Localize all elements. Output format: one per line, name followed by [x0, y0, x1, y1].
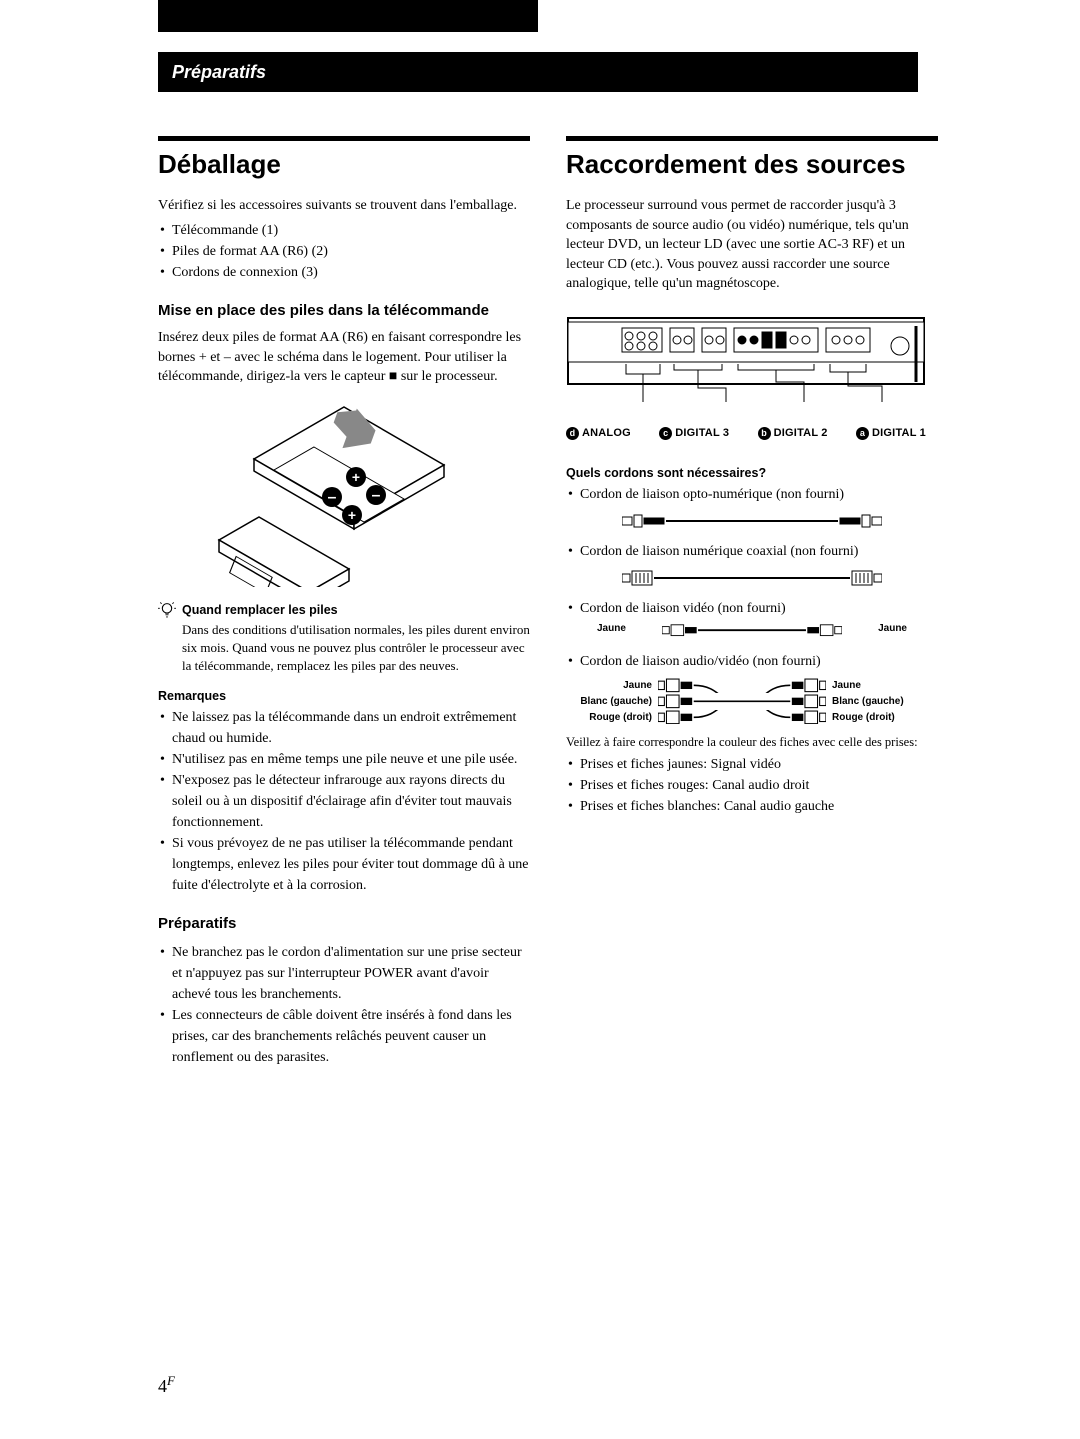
intro-text-right: Le processeur surround vous permet de ra…	[566, 196, 938, 294]
cable-list: Cordon de liaison vidéo (non fourni)	[566, 598, 938, 619]
svg-text:–: –	[372, 487, 381, 504]
list-item: Prises et fiches blanches: Canal audio g…	[580, 796, 938, 817]
cable-list: Cordon de liaison numérique coaxial (non…	[566, 541, 938, 562]
cable-item: Cordon de liaison opto-numérique (non fo…	[580, 484, 938, 505]
cable-item: Cordon de liaison numérique coaxial (non…	[580, 541, 938, 562]
av-row: Blanc (gauche) Blanc (gauche)	[566, 694, 926, 709]
av-row: Rouge (droit) Rouge (droit)	[566, 710, 926, 725]
cable-item: Cordon de liaison vidéo (non fourni)	[580, 598, 938, 619]
remote-illustration: + – – +	[204, 397, 484, 587]
rca-plug-icon	[658, 710, 826, 725]
batteries-text: Insérez deux piles de format AA (R6) en …	[158, 328, 530, 387]
color-label-right: Jaune	[878, 623, 907, 637]
remarks-title: Remarques	[158, 689, 530, 703]
list-item: Les connecteurs de câble doivent être in…	[172, 1005, 530, 1068]
subheading-batteries: Mise en place des piles dans la télécomm…	[158, 301, 530, 321]
port-letter-icon: d	[566, 427, 579, 440]
list-item: Ne branchez pas le cordon d'alimentation…	[172, 942, 530, 1005]
port-letter-icon: b	[758, 427, 771, 440]
av-label-left: Rouge (droit)	[566, 712, 658, 723]
list-item: Si vous prévoyez de ne pas utiliser la t…	[172, 833, 530, 896]
port-labels-row: dANALOG cDIGITAL 3 bDIGITAL 2 aDIGITAL 1	[566, 427, 926, 440]
list-item: N'utilisez pas en même temps une pile ne…	[172, 749, 530, 770]
port-label: dANALOG	[566, 427, 631, 440]
right-column: Raccordement des sources Le processeur s…	[566, 136, 938, 1086]
list-item: Ne laissez pas la télécommande dans un e…	[172, 707, 530, 749]
cable-list: Cordon de liaison audio/vidéo (non fourn…	[566, 651, 938, 672]
video-cable-labels: Jaune Jaune	[597, 623, 907, 637]
optical-cable-icon	[622, 511, 882, 531]
av-cable-diagram: Jaune Jaune Blanc (gauche) Blanc (gauche…	[566, 678, 938, 724]
tip-title: Quand remplacer les piles	[182, 603, 338, 617]
cable-list: Cordon de liaison opto-numérique (non fo…	[566, 484, 938, 505]
color-label-left: Jaune	[597, 623, 626, 637]
av-label-right: Jaune	[826, 680, 926, 691]
cords-question: Quels cordons sont nécessaires?	[566, 466, 938, 480]
page-body: Déballage Vérifiez si les accessoires su…	[158, 136, 938, 1086]
port-label: aDIGITAL 1	[856, 427, 926, 440]
coax-cable-icon	[622, 568, 882, 588]
av-label-right: Rouge (droit)	[826, 712, 926, 723]
lightbulb-icon	[158, 602, 176, 620]
list-item: Télécommande (1)	[172, 220, 530, 241]
heading-raccordement: Raccordement des sources	[566, 149, 938, 180]
av-label-left: Blanc (gauche)	[566, 696, 658, 707]
svg-text:–: –	[328, 489, 337, 506]
color-match-list: Prises et fiches jaunes: Signal vidéo Pr…	[566, 754, 938, 817]
port-letter-icon: a	[856, 427, 869, 440]
port-letter-icon: c	[659, 427, 672, 440]
av-row: Jaune Jaune	[566, 678, 926, 693]
list-item: Piles de format AA (R6) (2)	[172, 241, 530, 262]
color-match-intro: Veillez à faire correspondre la couleur …	[566, 734, 938, 752]
list-item: N'exposez pas le détecteur infrarouge au…	[172, 770, 530, 833]
section-rule	[566, 136, 938, 141]
video-cable-icon	[662, 623, 842, 637]
package-list: Télécommande (1) Piles de format AA (R6)…	[158, 220, 530, 283]
tip-heading-row: Quand remplacer les piles	[158, 603, 530, 621]
list-item: Prises et fiches rouges: Canal audio dro…	[580, 775, 938, 796]
port-label: bDIGITAL 2	[758, 427, 828, 440]
cable-item: Cordon de liaison audio/vidéo (non fourn…	[580, 651, 938, 672]
section-header-label: Préparatifs	[172, 62, 266, 83]
av-label-left: Jaune	[566, 680, 658, 691]
page-number: 4F	[158, 1373, 175, 1397]
svg-text:+: +	[348, 507, 356, 523]
left-column: Déballage Vérifiez si les accessoires su…	[158, 136, 530, 1086]
tip-text: Dans des conditions d'utilisation normal…	[158, 621, 530, 676]
section-header-bar: Préparatifs	[158, 52, 918, 92]
rear-panel-illustration	[566, 316, 926, 416]
av-label-right: Blanc (gauche)	[826, 696, 926, 707]
list-item: Cordons de connexion (3)	[172, 262, 530, 283]
subheading-preparatifs: Préparatifs	[158, 914, 530, 934]
top-black-tab	[158, 0, 538, 32]
intro-text: Vérifiez si les accessoires suivants se …	[158, 196, 530, 216]
list-item: Prises et fiches jaunes: Signal vidéo	[580, 754, 938, 775]
rca-plug-icon	[658, 694, 826, 709]
section-rule	[158, 136, 530, 141]
prep-list: Ne branchez pas le cordon d'alimentation…	[158, 942, 530, 1068]
rca-plug-icon	[658, 678, 826, 693]
svg-text:+: +	[352, 469, 360, 485]
port-label: cDIGITAL 3	[659, 427, 729, 440]
heading-deballage: Déballage	[158, 149, 530, 180]
remarks-list: Ne laissez pas la télécommande dans un e…	[158, 707, 530, 896]
